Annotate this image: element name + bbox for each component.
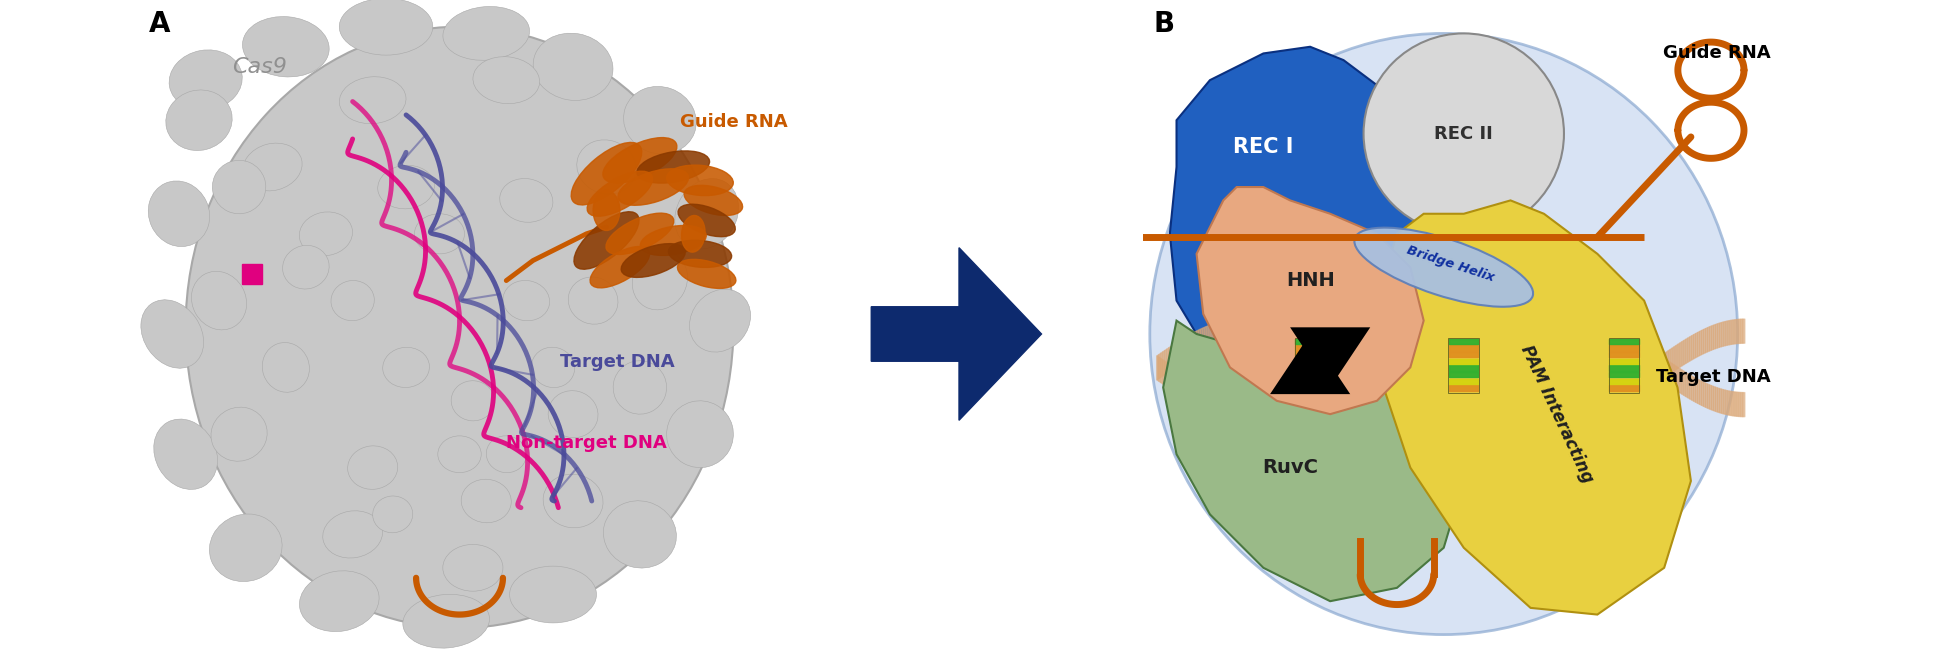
Ellipse shape (499, 178, 554, 222)
Ellipse shape (503, 281, 550, 321)
Text: A: A (148, 10, 170, 38)
Ellipse shape (669, 240, 731, 267)
Ellipse shape (548, 391, 599, 438)
Text: REC II: REC II (1435, 125, 1494, 142)
Bar (242, 264, 263, 284)
Ellipse shape (242, 17, 330, 77)
Ellipse shape (486, 436, 526, 473)
Ellipse shape (324, 511, 382, 558)
Ellipse shape (191, 271, 246, 330)
Ellipse shape (339, 77, 406, 124)
Ellipse shape (622, 244, 684, 277)
Text: RuvC: RuvC (1262, 458, 1318, 477)
Ellipse shape (684, 185, 743, 216)
Ellipse shape (606, 213, 675, 255)
Ellipse shape (244, 143, 302, 191)
Ellipse shape (532, 33, 612, 100)
Ellipse shape (283, 245, 330, 289)
Text: B: B (1152, 10, 1174, 38)
Ellipse shape (140, 300, 203, 368)
Ellipse shape (532, 347, 575, 387)
Ellipse shape (439, 436, 482, 473)
Ellipse shape (638, 151, 710, 183)
Ellipse shape (170, 50, 242, 110)
Ellipse shape (415, 214, 464, 254)
Ellipse shape (618, 169, 688, 205)
Ellipse shape (640, 226, 706, 255)
Text: Non-target DNA: Non-target DNA (507, 434, 667, 452)
Bar (1449, 338, 1480, 393)
Ellipse shape (474, 57, 540, 104)
Ellipse shape (675, 178, 739, 249)
Ellipse shape (443, 544, 503, 591)
Ellipse shape (462, 479, 511, 523)
Ellipse shape (185, 27, 733, 628)
Ellipse shape (509, 566, 597, 623)
Text: PAM Interacting: PAM Interacting (1517, 343, 1597, 486)
Ellipse shape (682, 216, 706, 252)
Ellipse shape (587, 171, 653, 216)
Ellipse shape (211, 407, 267, 461)
Text: Target DNA: Target DNA (1656, 369, 1771, 386)
Ellipse shape (632, 251, 688, 310)
Ellipse shape (166, 90, 232, 150)
Ellipse shape (339, 0, 433, 55)
Text: REC I: REC I (1232, 137, 1293, 157)
Ellipse shape (603, 138, 677, 183)
Ellipse shape (677, 259, 735, 289)
Ellipse shape (382, 347, 429, 387)
Ellipse shape (148, 181, 211, 246)
Polygon shape (872, 248, 1041, 420)
Bar (1609, 338, 1640, 393)
Ellipse shape (1150, 33, 1737, 635)
Polygon shape (1197, 187, 1424, 414)
Ellipse shape (261, 343, 310, 392)
Ellipse shape (443, 7, 530, 60)
Bar (1295, 338, 1326, 393)
Polygon shape (1269, 334, 1349, 394)
Ellipse shape (573, 212, 640, 269)
Ellipse shape (577, 140, 636, 194)
Ellipse shape (679, 204, 735, 236)
Circle shape (1363, 33, 1564, 234)
Ellipse shape (667, 401, 733, 468)
Text: Guide RNA: Guide RNA (1663, 45, 1771, 62)
Ellipse shape (567, 277, 618, 324)
Text: Cas9: Cas9 (232, 57, 287, 77)
Polygon shape (1291, 327, 1371, 387)
Ellipse shape (404, 595, 489, 648)
Text: Target DNA: Target DNA (560, 353, 675, 371)
Ellipse shape (593, 190, 620, 230)
Ellipse shape (571, 142, 642, 205)
Polygon shape (1162, 321, 1464, 601)
Ellipse shape (378, 165, 435, 209)
Ellipse shape (154, 419, 218, 490)
Ellipse shape (209, 514, 283, 582)
Ellipse shape (544, 474, 603, 528)
Ellipse shape (1355, 228, 1533, 307)
Ellipse shape (624, 86, 696, 154)
Ellipse shape (450, 381, 495, 421)
Ellipse shape (372, 496, 413, 533)
Ellipse shape (690, 289, 751, 352)
Ellipse shape (667, 165, 733, 196)
Ellipse shape (300, 570, 378, 632)
Text: Guide RNA: Guide RNA (681, 113, 788, 131)
Polygon shape (1377, 200, 1691, 615)
Text: HNH: HNH (1285, 271, 1334, 290)
Text: Bridge Helix: Bridge Helix (1404, 244, 1496, 284)
Polygon shape (1170, 47, 1490, 354)
Ellipse shape (603, 501, 677, 568)
Ellipse shape (213, 160, 265, 214)
Ellipse shape (591, 246, 649, 288)
Ellipse shape (300, 212, 353, 256)
Ellipse shape (612, 361, 667, 414)
Ellipse shape (332, 281, 374, 321)
Ellipse shape (347, 446, 398, 490)
